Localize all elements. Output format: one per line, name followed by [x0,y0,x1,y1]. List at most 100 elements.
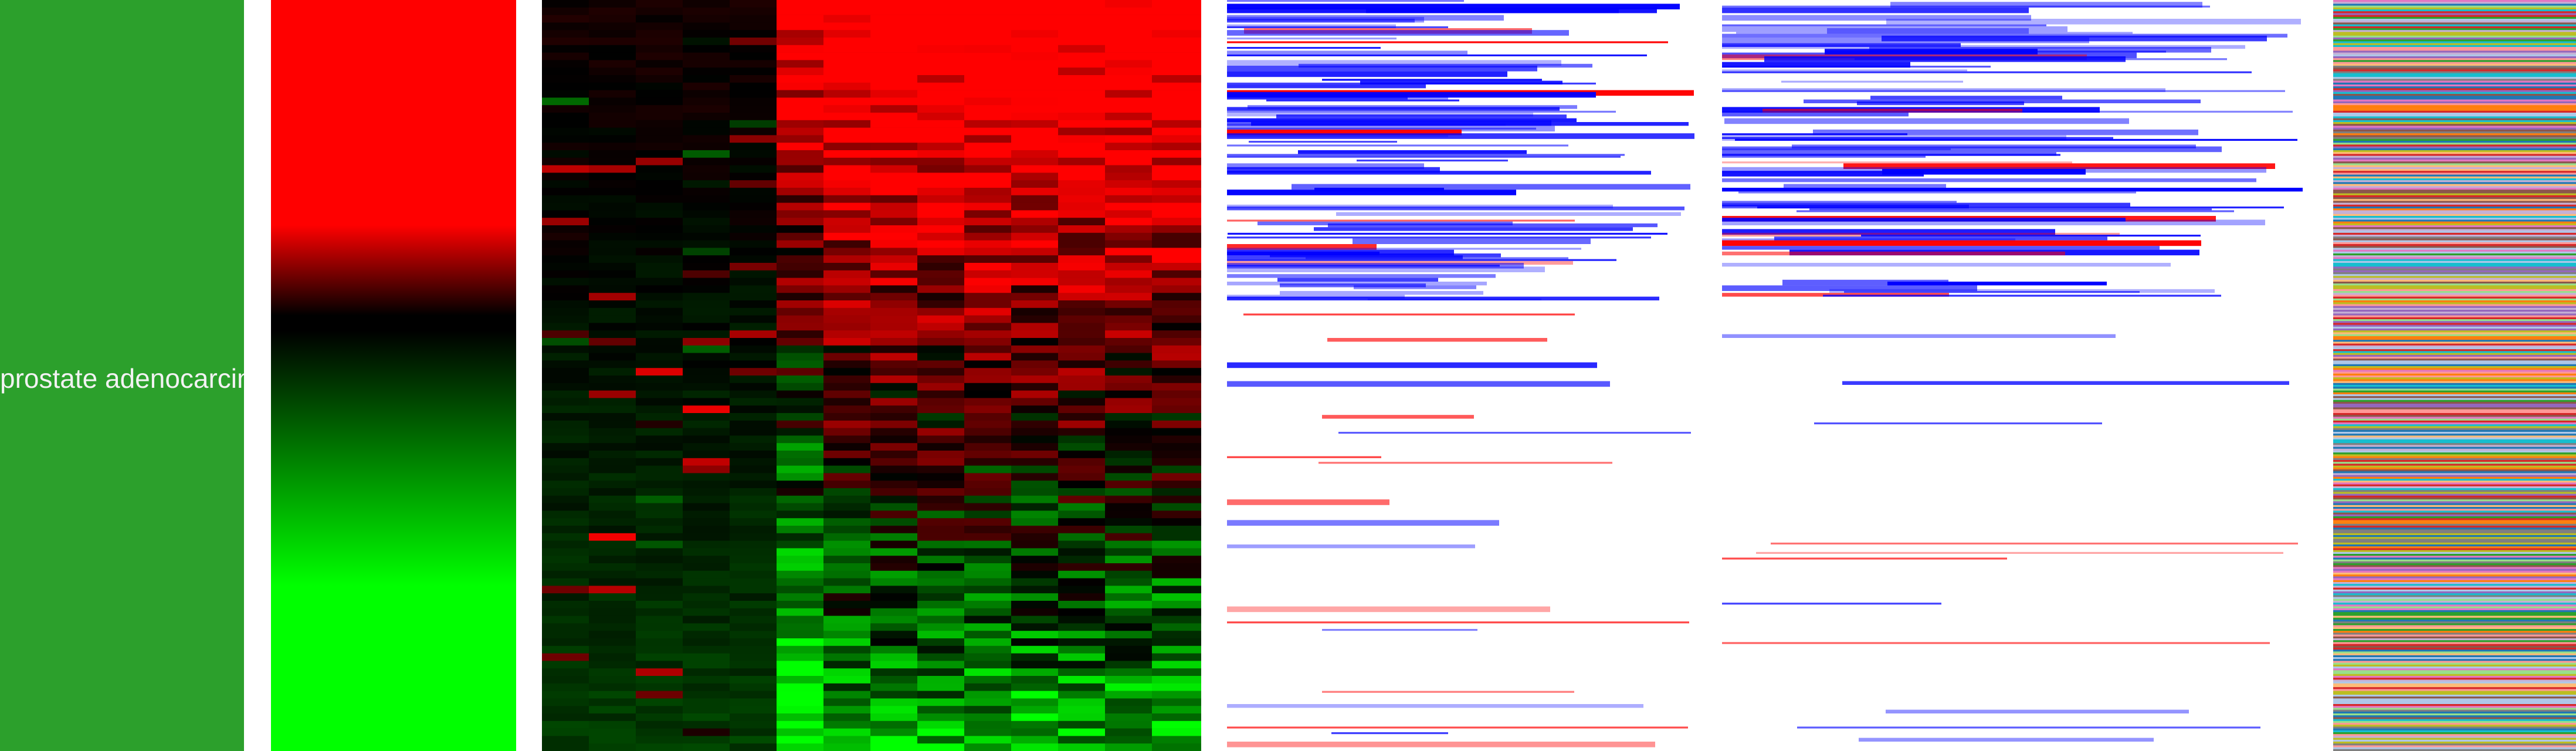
heatmap-cell [964,503,1011,511]
sample-stripe [2333,526,2576,528]
heatmap-cell [917,518,964,526]
heatmap-cell [777,563,823,571]
sample-stripe [2333,141,2576,143]
sample-stripe [2333,371,2576,374]
heatmap-cell [917,22,964,31]
heatmap-cell [1152,458,1201,466]
heatmap-cell [823,638,870,647]
heatmap-cell [1011,435,1058,444]
heatmap-cell [964,300,1011,309]
heatmap-cell [1152,270,1201,278]
sample-stripe [2333,120,2576,123]
sample-stripe [2333,629,2576,631]
sample-stripe [2333,567,2576,569]
heatmap-cell [1058,578,1105,586]
heatmap-cell [542,698,589,706]
heatmap-cell [683,728,730,736]
heatmap-cell [964,255,1011,263]
heatmap-cell [589,165,636,173]
heatmap-cell [870,202,917,211]
heatmap-cell [542,413,589,421]
sample-stripe [2333,317,2576,320]
heatmap-cell [589,443,636,451]
sample-stripe [2333,161,2576,164]
copy-number-loss-line [1762,109,2022,113]
heatmap-cell [1152,255,1201,263]
heatmap-cell [870,285,917,293]
heatmap-cell [1058,623,1105,631]
heatmap-cell [542,315,589,323]
heatmap-cell [823,601,870,609]
heatmap-cell [683,570,730,579]
heatmap-cell [730,270,777,278]
heatmap-cell [730,67,777,76]
heatmap-cell [683,615,730,624]
sample-stripe [2333,745,2576,747]
heatmap-cell [1011,405,1058,414]
heatmap-cell [1105,157,1152,165]
copy-number-gain-line [1781,80,1963,83]
heatmap-cell [964,631,1011,639]
heatmap-cell [1152,113,1201,121]
sample-stripe [2333,578,2576,581]
heatmap-cell [1058,548,1105,556]
copy-number-loss-line [1756,552,2283,554]
heatmap-cell [730,518,777,526]
heatmap-cell [589,315,636,323]
heatmap-cell [730,743,777,751]
heatmap-cell [1105,405,1152,414]
copy-number-lines [1722,2,2303,742]
heatmap-cell [917,255,964,263]
sample-stripe [2333,475,2576,478]
sample-stripe [2333,460,2576,462]
heatmap-cell [542,232,589,241]
heatmap-cell [1152,390,1201,398]
heatmap-cell [777,556,823,564]
heatmap-cell [964,728,1011,736]
heatmap-cell [683,383,730,391]
sample-stripe [2333,114,2576,117]
sample-stripe [2333,676,2576,678]
heatmap-cell [1011,97,1058,106]
heatmap-cell [636,368,683,376]
sample-stripe [2333,127,2576,130]
heatmap-cell [823,120,870,128]
heatmap-cell [777,338,823,346]
heatmap-cell [636,638,683,647]
copy-number-gain-line [1722,7,2029,13]
heatmap-cell [1152,413,1201,421]
heatmap-cell [1011,0,1058,8]
heatmap-cell [1058,15,1105,23]
heatmap-cell [1105,691,1152,699]
heatmap-cell [683,720,730,729]
heatmap-cell [777,570,823,579]
heatmap-cell [1152,135,1201,143]
heatmap-cell [777,638,823,647]
heatmap-cell [870,52,917,60]
heatmap-cell [964,533,1011,541]
sample-stripe [2333,464,2576,466]
heatmap-cell [1105,503,1152,511]
heatmap-cell [1011,195,1058,203]
heatmap-cell [683,315,730,323]
sample-stripe [2333,617,2576,620]
copy-number-gain-line [1809,208,2212,211]
sample-stripe [2333,689,2576,691]
heatmap-cell [870,30,917,38]
sample-stripe [2333,113,2576,115]
sample-stripe [2333,747,2576,750]
heatmap-cell [917,263,964,271]
heatmap-cell [730,451,777,459]
heatmap-cell [777,300,823,309]
heatmap-cell [542,157,589,165]
heatmap-cell [636,488,683,496]
sample-stripe [2333,544,2576,547]
heatmap-cell [589,38,636,46]
copy-number-gain-line [1227,295,1405,299]
copy-number-gain-line [1227,236,1651,239]
heatmap-cell [542,120,589,128]
heatmap-cell [777,593,823,601]
heatmap-cell [917,338,964,346]
heatmap-cell [964,615,1011,624]
heatmap-cell [870,330,917,339]
